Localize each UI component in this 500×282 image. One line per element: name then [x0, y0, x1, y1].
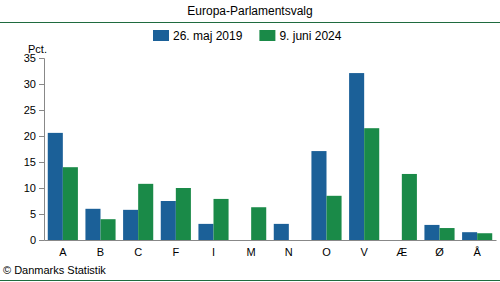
bar: [198, 224, 213, 240]
x-tick: V: [360, 240, 368, 258]
source: © Danmarks Statistik: [3, 264, 106, 276]
x-tick-label: M: [247, 246, 256, 258]
x-tick-label: O: [322, 246, 331, 258]
x-tick-label: Ø: [435, 246, 444, 258]
bar: [440, 228, 455, 240]
bar: [48, 133, 63, 240]
y-tick-mark: [39, 162, 44, 163]
bar: [424, 225, 439, 240]
y-tick-label: 20: [24, 130, 36, 142]
y-tick: 20: [24, 130, 44, 142]
x-tick: N: [285, 240, 293, 258]
x-tick-label: Æ: [396, 246, 407, 258]
bar: [85, 209, 100, 240]
x-tick-label: A: [59, 246, 67, 258]
y-tick-mark: [39, 214, 44, 215]
bar: [349, 73, 364, 240]
y-tick: 10: [24, 182, 44, 194]
x-tick: C: [134, 240, 142, 258]
bar: [101, 219, 116, 240]
x-axis: ABCFIMNOVÆØÅ: [45, 240, 497, 258]
bars: [48, 73, 492, 240]
bar: [123, 210, 138, 240]
x-tick-label: F: [172, 246, 179, 258]
x-tick: O: [322, 240, 331, 258]
y-tick-label: 25: [24, 104, 36, 116]
y-tick-mark: [39, 240, 44, 241]
bar: [214, 199, 229, 240]
bar: [138, 184, 153, 240]
y-tick: 30: [24, 78, 44, 90]
legend-label: 26. maj 2019: [173, 29, 243, 43]
y-tick-label: 10: [24, 182, 36, 194]
y-tick-label: 35: [24, 52, 36, 64]
bar: [274, 224, 289, 240]
bar: [251, 207, 266, 240]
y-tick: 0: [30, 234, 44, 246]
y-tick-label: 15: [24, 156, 36, 168]
x-tick: M: [247, 240, 256, 258]
y-tick-mark: [39, 188, 44, 189]
y-tick: 5: [30, 208, 44, 220]
bar: [63, 167, 78, 240]
y-tick-label: 5: [30, 208, 36, 220]
y-tick-mark: [39, 136, 44, 137]
x-tick-label: Å: [473, 246, 481, 258]
x-tick-label: I: [212, 246, 215, 258]
y-tick-mark: [39, 110, 44, 111]
y-tick-label: 30: [24, 78, 36, 90]
chart: Europa-Parlamentsvalg 26. maj 2019 9. juni…: [0, 0, 500, 282]
x-tick: Æ: [396, 240, 407, 258]
x-tick: B: [97, 240, 104, 258]
x-tick-label: V: [360, 246, 368, 258]
x-tick: Å: [473, 240, 481, 258]
legend-swatch: [153, 30, 169, 41]
y-axis-line: [39, 59, 45, 241]
x-tick: Ø: [435, 240, 444, 258]
title-rule: [0, 22, 500, 23]
x-axis-line: [45, 240, 497, 241]
bar: [311, 151, 326, 240]
bar: [462, 232, 477, 240]
x-tick: A: [59, 240, 67, 258]
bottom-rule: [0, 280, 500, 281]
y-tick: 35: [24, 52, 44, 64]
bar: [364, 128, 379, 240]
bar: [176, 188, 191, 240]
x-tick-label: N: [285, 246, 293, 258]
x-tick: I: [212, 240, 215, 258]
y-tick: 15: [24, 156, 44, 168]
y-tick-mark: [39, 84, 44, 85]
bar: [327, 196, 342, 240]
legend-item: 9. juni 2024: [259, 29, 341, 43]
bar: [161, 201, 176, 240]
legend-item: 26. maj 2019: [153, 29, 243, 43]
x-tick-label: C: [134, 246, 142, 258]
legend-label: 9. juni 2024: [279, 29, 341, 43]
y-axis: 0 5 10 15 20 25 30 35: [24, 52, 45, 246]
x-tick: F: [172, 240, 179, 258]
title: Europa-Parlamentsvalg: [187, 4, 312, 18]
legend-swatch: [259, 30, 275, 41]
y-tick-mark: [39, 58, 44, 59]
legend: 26. maj 2019 9. juni 2024: [153, 29, 342, 43]
x-tick-label: B: [97, 246, 104, 258]
y-tick: 25: [24, 104, 44, 116]
bar: [402, 174, 417, 240]
bar: [477, 233, 492, 240]
y-tick-label: 0: [30, 234, 36, 246]
